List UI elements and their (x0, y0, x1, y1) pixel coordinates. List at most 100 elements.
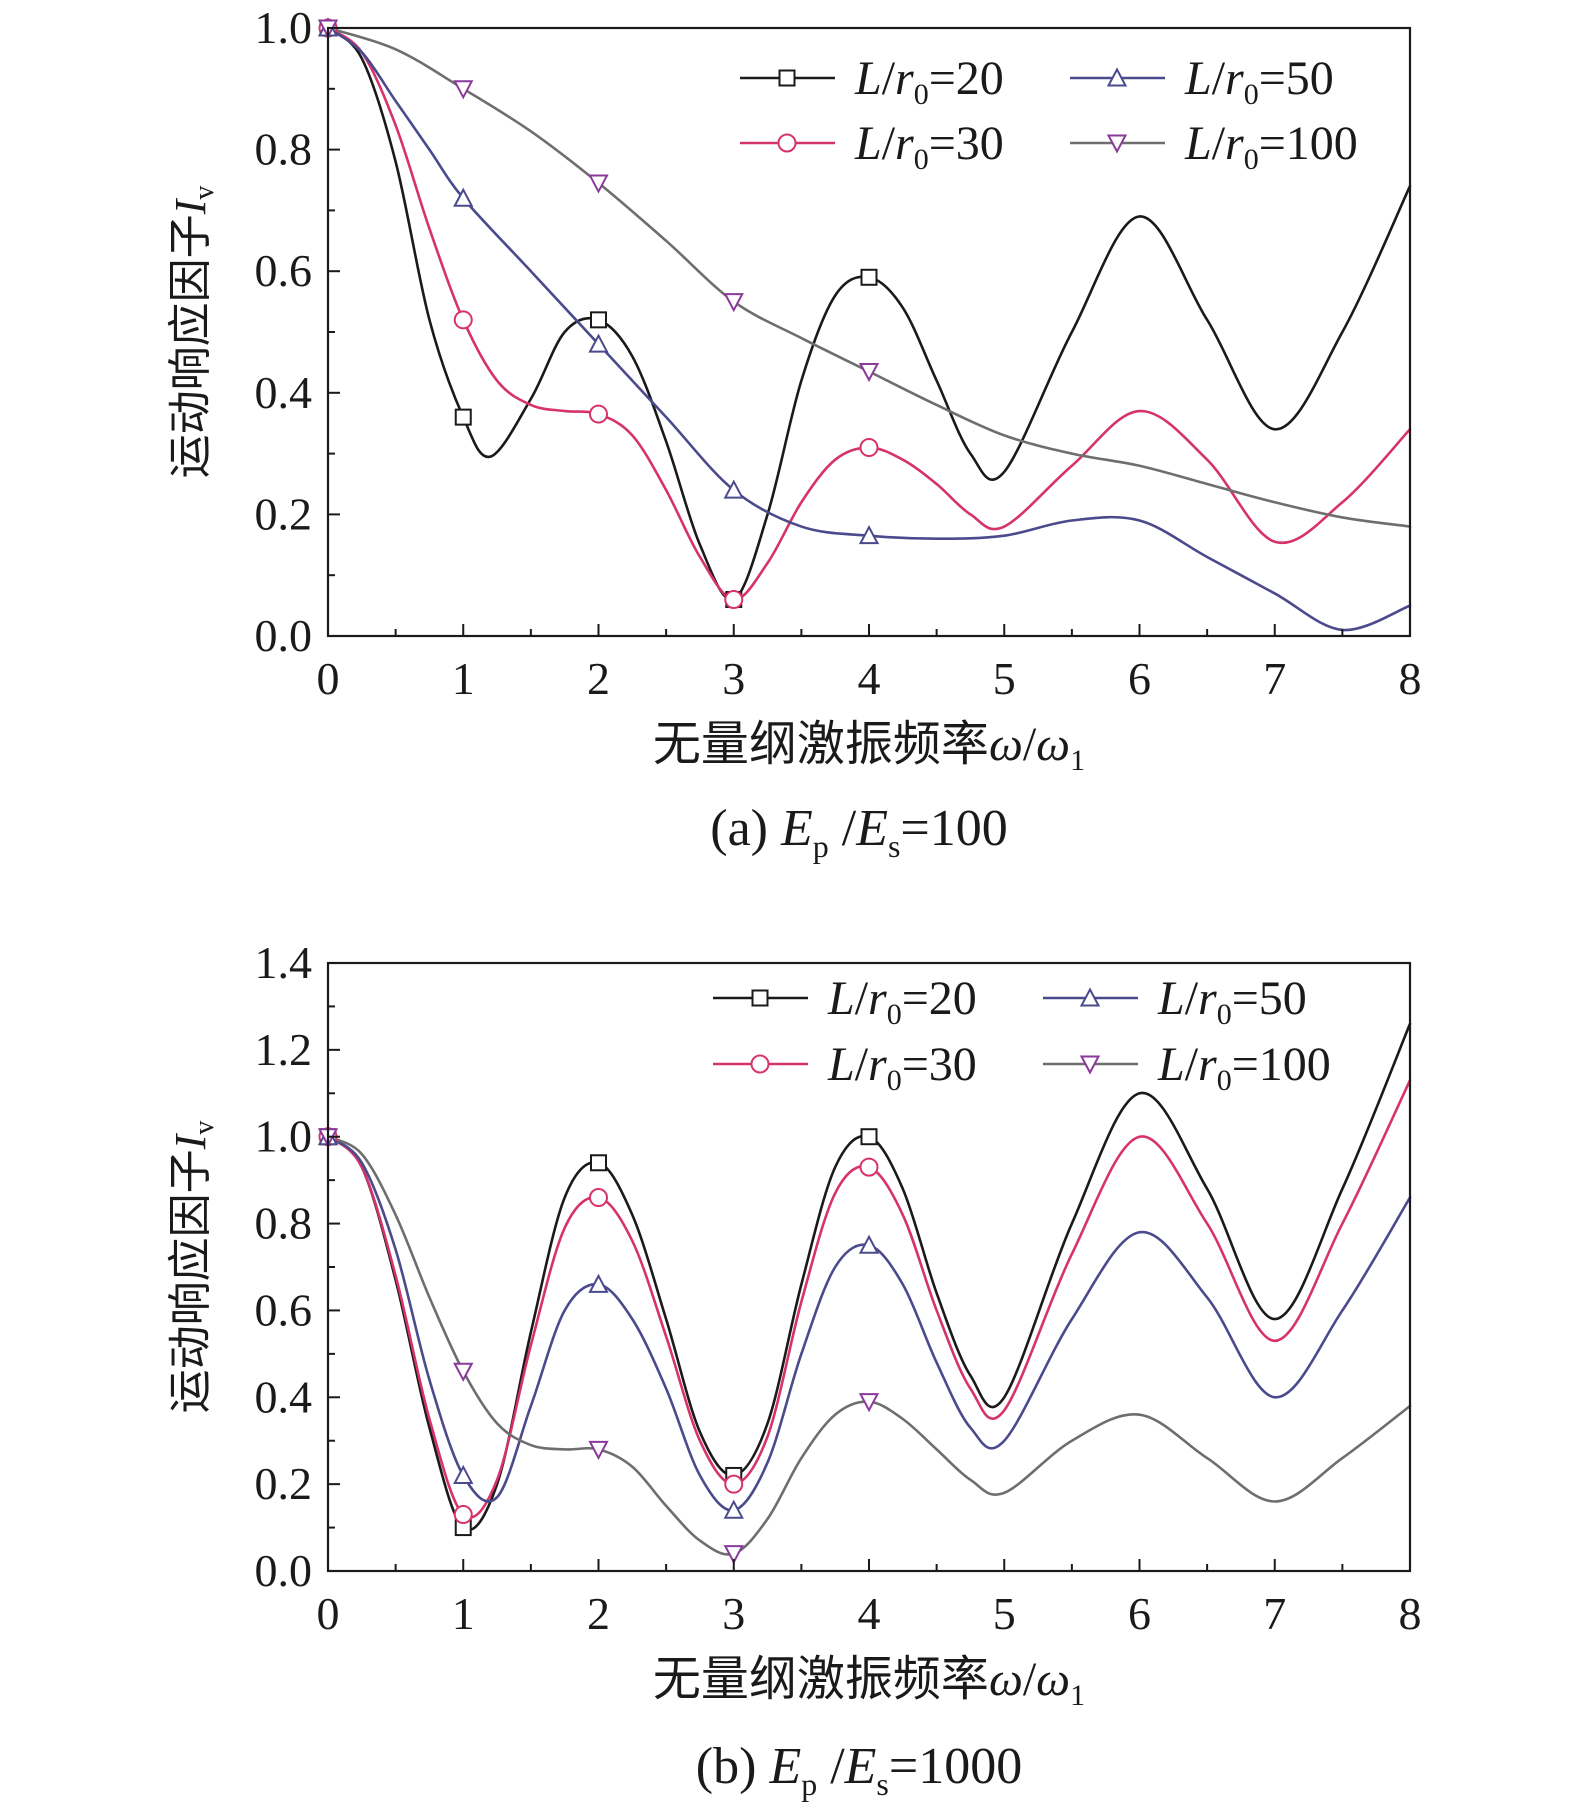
panel-b-data-point-30 (859, 1157, 879, 1177)
panel-a-x-tick-label: 1 (452, 653, 475, 704)
panel-b-x-tick-label: 4 (858, 1588, 881, 1639)
panel-a-data-point-100 (453, 80, 474, 100)
panel-b-data-point-50 (453, 1464, 474, 1484)
legend-label-l: L (1157, 972, 1185, 1025)
y-axis-label-var: I (166, 1132, 215, 1150)
x-axis-label-text: 无量纲激振频率 (653, 1653, 989, 1706)
panel-b-data-point-30 (453, 1505, 473, 1525)
panel-b-data-point-50 (588, 1273, 609, 1293)
panel-a-data-point-30 (859, 438, 879, 458)
legend-label-r: r (895, 52, 914, 105)
panel-a-legend-label: L/r0=100 (1184, 117, 1358, 176)
legend-label-sub: 0 (1244, 143, 1259, 176)
legend-label-l: L (854, 52, 882, 105)
panel-a-x-tick-label: 3 (722, 653, 745, 704)
legend-label-r: r (868, 1038, 887, 1091)
panel-b-legend-marker (751, 989, 769, 1007)
panel-b-y-tick-label: 1.2 (255, 1024, 313, 1075)
x-axis-label-sub: 1 (1070, 744, 1085, 777)
panel-a-y-tick-label: 0.4 (255, 367, 313, 418)
legend-label-r: r (1225, 52, 1244, 105)
panel-b-x-tick-label: 2 (587, 1588, 610, 1639)
x-axis-label-var1: ω (989, 1653, 1023, 1706)
panel-a-legend-marker (1106, 134, 1128, 154)
legend-label-slash: / (882, 117, 896, 170)
panel-a-data-point-100 (588, 174, 609, 194)
x-axis-label-slash: / (1023, 1653, 1037, 1706)
panel-a-data-point-50 (723, 479, 744, 499)
panel-b-y-tick-label: 0.0 (255, 1545, 313, 1596)
panel-b-data-point-100 (723, 1545, 744, 1565)
panel-b-y-tick-label: 0.8 (255, 1198, 313, 1249)
panel-b-y-tick-label: 0.2 (255, 1458, 313, 1509)
legend-label-sub: 0 (887, 1064, 902, 1097)
legend-label-slash: / (1212, 117, 1226, 170)
legend-label-sub: 0 (1217, 998, 1232, 1031)
panel-b-legend-marker (1079, 1055, 1101, 1075)
legend-label-l: L (1184, 52, 1212, 105)
panel-a-x-tick-label: 7 (1263, 653, 1286, 704)
legend-label-l: L (1184, 117, 1212, 170)
panel-a-x-tick-label: 4 (858, 653, 881, 704)
panel-b-x-tick-label: 1 (452, 1588, 475, 1639)
legend-label-slash: / (882, 52, 896, 105)
legend-label-r: r (1225, 117, 1244, 170)
caption-slash: / (817, 1738, 845, 1795)
legend-label-r: r (1198, 1038, 1217, 1091)
panel-a-legend-entry: L/r0=50 (1070, 52, 1334, 111)
panel-b-legend-label: L/r0=50 (1157, 972, 1307, 1031)
panel-a-data-point-50 (858, 525, 880, 545)
panel-a-data-point-30 (589, 404, 608, 424)
legend-label-slash: / (855, 1038, 869, 1091)
panel-b-data-point-20 (590, 1154, 607, 1172)
panel-a-y-tick-label: 1.0 (255, 2, 313, 53)
panel-a-y-tick-label: 0.0 (255, 610, 313, 661)
legend-label-l: L (827, 1038, 855, 1091)
legend-label-value: =100 (1259, 117, 1358, 170)
x-axis-label-var2: ω (1036, 1653, 1070, 1706)
legend-label-slash: / (1185, 972, 1199, 1025)
panel-a-legend-marker (777, 133, 797, 153)
panel-b-y-tick-label: 0.6 (255, 1284, 313, 1335)
panel-b-caption: (b) Ep /Es=1000 (696, 1738, 1022, 1802)
panel-a-caption: (a) Ep /Es=100 (710, 800, 1007, 864)
panel-a-chart: 0 1 2 3 4 5 6 7 80.00.20.40.60.81.0L/r0=20L/r0=3… (166, 2, 1422, 864)
panel-a-data-point-20 (860, 268, 878, 286)
caption-sub2: s (876, 1766, 888, 1802)
caption-prefix: (a) (710, 800, 781, 857)
panel-a-legend-entry: L/r0=30 (740, 117, 1004, 176)
y-axis-label-sub: v (189, 186, 220, 200)
panel-b-y-tick-label: 1.4 (255, 937, 313, 988)
caption-sub2: s (888, 828, 900, 864)
y-axis-label-text: 运动响应因子 (166, 214, 215, 478)
panel-b-legend-marker (750, 1054, 770, 1074)
panel-b-legend-entry: L/r0=20 (713, 972, 977, 1031)
panel-a-data-point-50 (453, 187, 474, 207)
legend-label-sub: 0 (1244, 78, 1259, 111)
panel-b-x-tick-label: 7 (1263, 1588, 1286, 1639)
legend-label-slash: / (1185, 1038, 1199, 1091)
y-axis-label-text: 运动响应因子 (166, 1149, 215, 1413)
panel-b-legend-label: L/r0=20 (827, 972, 977, 1031)
panel-b-x-tick-label: 0 (317, 1588, 340, 1639)
panel-b-data-point-20 (860, 1128, 878, 1146)
panel-a-data-point-30 (453, 310, 473, 330)
panel-a-legend-label: L/r0=20 (854, 52, 1004, 111)
panel-b-legend-entry: L/r0=100 (1043, 1038, 1331, 1097)
panel-a-series-line-50 (326, 26, 1412, 632)
panel-a-data-point-50 (588, 333, 609, 353)
panel-a-x-tick-label: 5 (993, 653, 1016, 704)
panel-a-data-point-100 (858, 363, 880, 383)
panel-b-x-tick-label: 5 (993, 1588, 1016, 1639)
caption-sub1: p (813, 828, 829, 864)
panel-a-data-point-20 (454, 408, 472, 426)
caption-prefix: (b) (696, 1738, 770, 1795)
panel-b-data-point-100 (858, 1393, 880, 1413)
legend-label-l: L (827, 972, 855, 1025)
panel-b-data-point-50 (723, 1499, 744, 1519)
caption-slash: / (829, 800, 857, 857)
panel-a-legend-entry: L/r0=20 (740, 52, 1004, 111)
x-axis-label-var2: ω (1036, 718, 1070, 771)
legend-label-slash: / (855, 972, 869, 1025)
